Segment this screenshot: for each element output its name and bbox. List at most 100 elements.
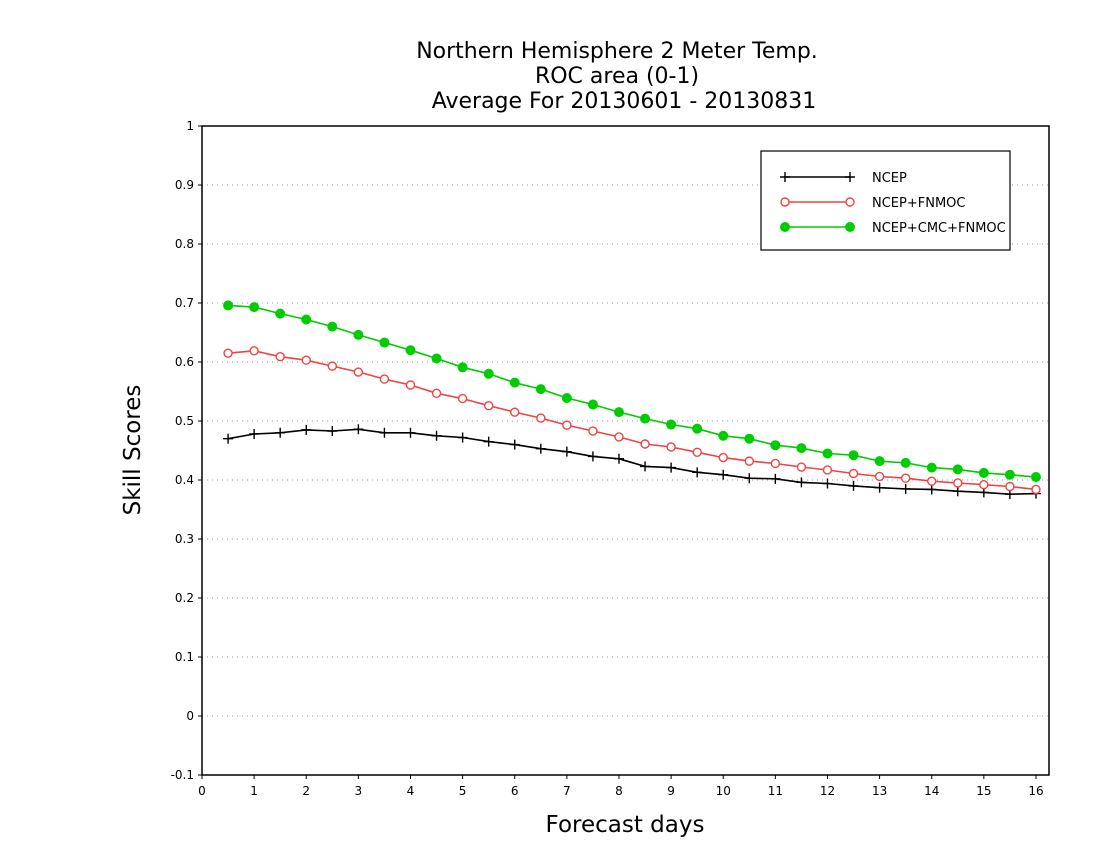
data-point (926, 462, 937, 473)
data-point (327, 426, 338, 437)
data-point (900, 457, 911, 468)
data-point (848, 480, 859, 491)
data-point (770, 440, 781, 451)
data-point (692, 423, 703, 434)
data-point (353, 367, 364, 377)
data-point (614, 432, 624, 442)
data-point (953, 478, 963, 488)
data-point (1030, 472, 1041, 483)
data-point (718, 430, 729, 441)
legend-marker (780, 222, 790, 232)
data-point (744, 433, 755, 444)
data-point (822, 465, 833, 475)
data-point (562, 420, 572, 430)
y-tick-label: 0.7 (175, 296, 194, 310)
data-point (640, 461, 651, 472)
data-point (744, 456, 754, 466)
data-point (848, 450, 859, 461)
data-point (223, 348, 233, 358)
x-tick-label: 12 (820, 784, 835, 798)
x-tick-label: 5 (459, 784, 467, 798)
data-point (744, 473, 755, 484)
y-tick-label: 0.6 (175, 355, 194, 369)
series-line (227, 428, 1037, 496)
data-point (301, 355, 311, 365)
data-point (275, 427, 286, 438)
data-point (249, 346, 259, 356)
data-point (978, 467, 989, 478)
data-point (353, 424, 364, 435)
data-point (536, 413, 546, 423)
data-point (587, 399, 598, 410)
y-axis-label: Skill Scores (120, 385, 146, 516)
data-point (535, 384, 546, 395)
y-tick-label: 0.5 (175, 414, 194, 428)
data-point (927, 476, 937, 486)
data-point (249, 302, 260, 313)
data-point (379, 337, 390, 348)
data-point (848, 468, 859, 479)
x-tick-label: 1 (250, 784, 258, 798)
data-point (535, 443, 546, 454)
y-tick-label: 0.9 (175, 178, 194, 192)
data-point (613, 407, 624, 418)
data-point (510, 407, 520, 417)
data-point (301, 314, 312, 325)
data-point (796, 443, 807, 454)
data-point (405, 380, 416, 390)
chart-title: Northern Hemisphere 2 Meter Temp. ROC ar… (416, 39, 818, 114)
data-point (483, 436, 494, 447)
x-tick-label: 11 (768, 784, 783, 798)
data-point (431, 388, 442, 398)
y-tick-label: 0.3 (175, 532, 194, 546)
data-point (1005, 481, 1015, 492)
legend-marker (845, 222, 855, 232)
x-tick-label: 10 (716, 784, 731, 798)
y-axis: -0.1 0 0.1 0.2 0.3 0.4 0.5 0.6 0.7 0.8 0.9 1 (171, 119, 202, 782)
data-point (666, 419, 677, 430)
data-point (900, 483, 911, 494)
data-point (509, 377, 520, 388)
y-tick-label: 1 (186, 119, 194, 133)
data-point (379, 427, 390, 438)
data-point (874, 456, 885, 467)
data-point (431, 353, 442, 364)
data-point (249, 428, 260, 439)
data-point (666, 462, 677, 473)
x-tick-label: 7 (563, 784, 571, 798)
data-point (770, 473, 781, 484)
x-tick-label: 13 (872, 784, 887, 798)
chart-title-line-2: ROC area (0-1) (535, 64, 699, 89)
chart-title-line-3: Average For 20130601 - 20130831 (432, 89, 817, 114)
data-point (718, 469, 729, 480)
data-point (457, 432, 468, 443)
data-point (379, 374, 390, 384)
y-tick-label: -0.1 (171, 768, 194, 782)
data-point (640, 413, 651, 424)
data-point (405, 427, 416, 438)
data-point (979, 480, 989, 490)
data-point (327, 321, 338, 332)
x-axis: 0 1 2 3 4 5 6 7 8 9 10 11 12 13 14 15 16 (198, 775, 1044, 798)
legend-marker (780, 197, 790, 207)
data-point (223, 300, 234, 311)
data-point (457, 393, 468, 404)
x-tick-label: 9 (667, 784, 675, 798)
y-tick-label: 0.4 (175, 473, 194, 487)
data-point (613, 453, 624, 464)
legend-box (760, 150, 1011, 251)
data-point (822, 478, 833, 489)
legend-label: NCEP+CMC+FNMOC (872, 221, 1006, 236)
data-point (327, 361, 338, 371)
x-tick-label: 14 (924, 784, 939, 798)
data-point (692, 447, 702, 457)
legend-marker (780, 172, 790, 182)
legend-marker (845, 197, 855, 207)
data-point (666, 442, 676, 452)
legend-label: NCEP (872, 171, 907, 186)
y-tick-label: 0 (186, 709, 194, 723)
data-point (900, 473, 911, 483)
data-point (640, 439, 650, 449)
data-series (223, 300, 1041, 500)
